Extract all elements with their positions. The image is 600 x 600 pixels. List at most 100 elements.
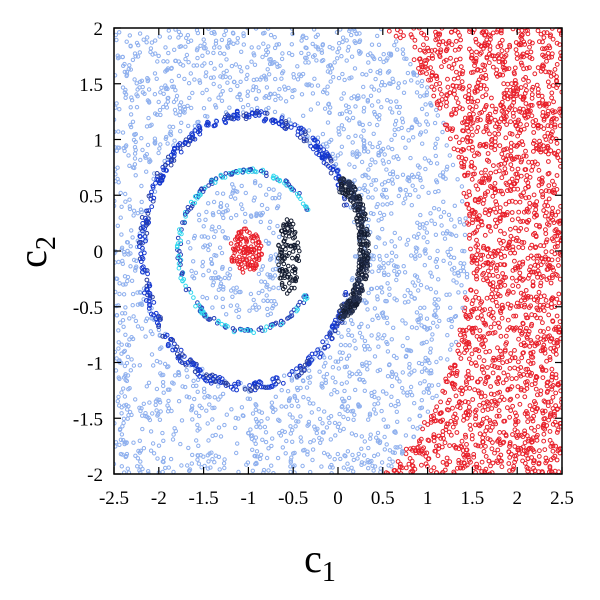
escape-point [523,83,528,88]
outer-ring-point [279,115,285,121]
background-point [335,390,340,395]
escape-point [480,252,486,258]
background-point [423,166,428,172]
background-point [125,373,131,378]
background-point [375,336,380,341]
escape-point [550,421,556,427]
escape-point [556,148,561,154]
background-point [390,459,395,464]
background-point [185,103,190,109]
background-point [245,89,251,94]
escape-point [493,287,499,293]
background-point [253,407,259,412]
background-point [416,288,421,293]
escape-point [422,420,427,425]
background-point [165,141,170,146]
background-point [128,124,134,130]
background-point [254,460,259,466]
background-point [273,76,278,82]
background-point [305,449,310,454]
background-point [379,182,385,187]
background-point [272,109,278,115]
escape-point [554,457,560,463]
background-point [347,28,353,32]
escape-point [549,51,555,57]
outer-ring-point [195,129,201,135]
background-point [456,273,461,278]
escape-point [481,400,486,406]
background-point [377,253,382,259]
escape-point [539,64,545,69]
escape-point [514,91,520,97]
background-point [225,271,230,276]
background-point [432,221,438,227]
escape-point [525,220,530,225]
background-point [275,223,280,229]
escape-point [475,125,481,130]
background-point [200,53,205,58]
escape-point [464,341,470,347]
background-point [248,213,254,218]
escape-point [490,370,496,376]
escape-point [531,232,536,237]
background-point [207,97,212,102]
background-point [117,107,122,112]
outer-ring-point [154,171,160,176]
escape-point [447,459,453,465]
escape-point [531,449,537,455]
background-point [167,387,172,392]
background-point [462,222,467,227]
background-point [217,84,222,89]
background-point [213,103,218,108]
background-point [221,70,226,76]
outer-ring-point [223,380,229,386]
escape-point [536,167,542,173]
background-point [150,441,156,446]
outer-ring-point [250,111,255,116]
background-point [271,471,276,474]
escape-point [545,388,550,394]
background-point [243,190,249,196]
escape-point [544,277,550,282]
background-point [191,63,196,68]
background-point [428,286,433,292]
outer-ring-point [262,117,268,123]
background-point [333,156,338,161]
inner-ring-point [279,321,285,327]
escape-point [540,347,546,353]
escape-point [467,46,472,52]
outer-ring-point [301,138,307,144]
escape-point [529,340,534,346]
inner-ring-point [199,311,204,316]
escape-point [460,465,466,471]
background-point [375,297,380,302]
background-point [434,257,440,262]
background-point [269,405,274,410]
background-point [224,412,230,417]
background-point [404,192,410,197]
background-point [195,46,200,51]
outer-ring-point [335,321,341,327]
background-point [433,189,438,195]
background-point [218,281,224,286]
background-point [272,273,278,278]
background-point [368,211,374,216]
background-point [365,367,370,372]
background-point [320,430,325,435]
background-point [336,126,341,131]
escape-point [496,357,502,363]
background-point [135,464,140,469]
background-point [433,290,439,295]
escape-point [505,153,511,158]
escape-point [529,113,535,119]
background-point [436,207,442,212]
background-point [310,447,316,452]
background-point [124,451,130,457]
background-point [356,403,361,408]
escape-point [492,364,498,369]
escape-point [484,86,489,92]
escape-point [461,190,467,196]
outer-ring-point [335,168,341,173]
background-point [114,356,119,361]
background-point [233,196,238,201]
